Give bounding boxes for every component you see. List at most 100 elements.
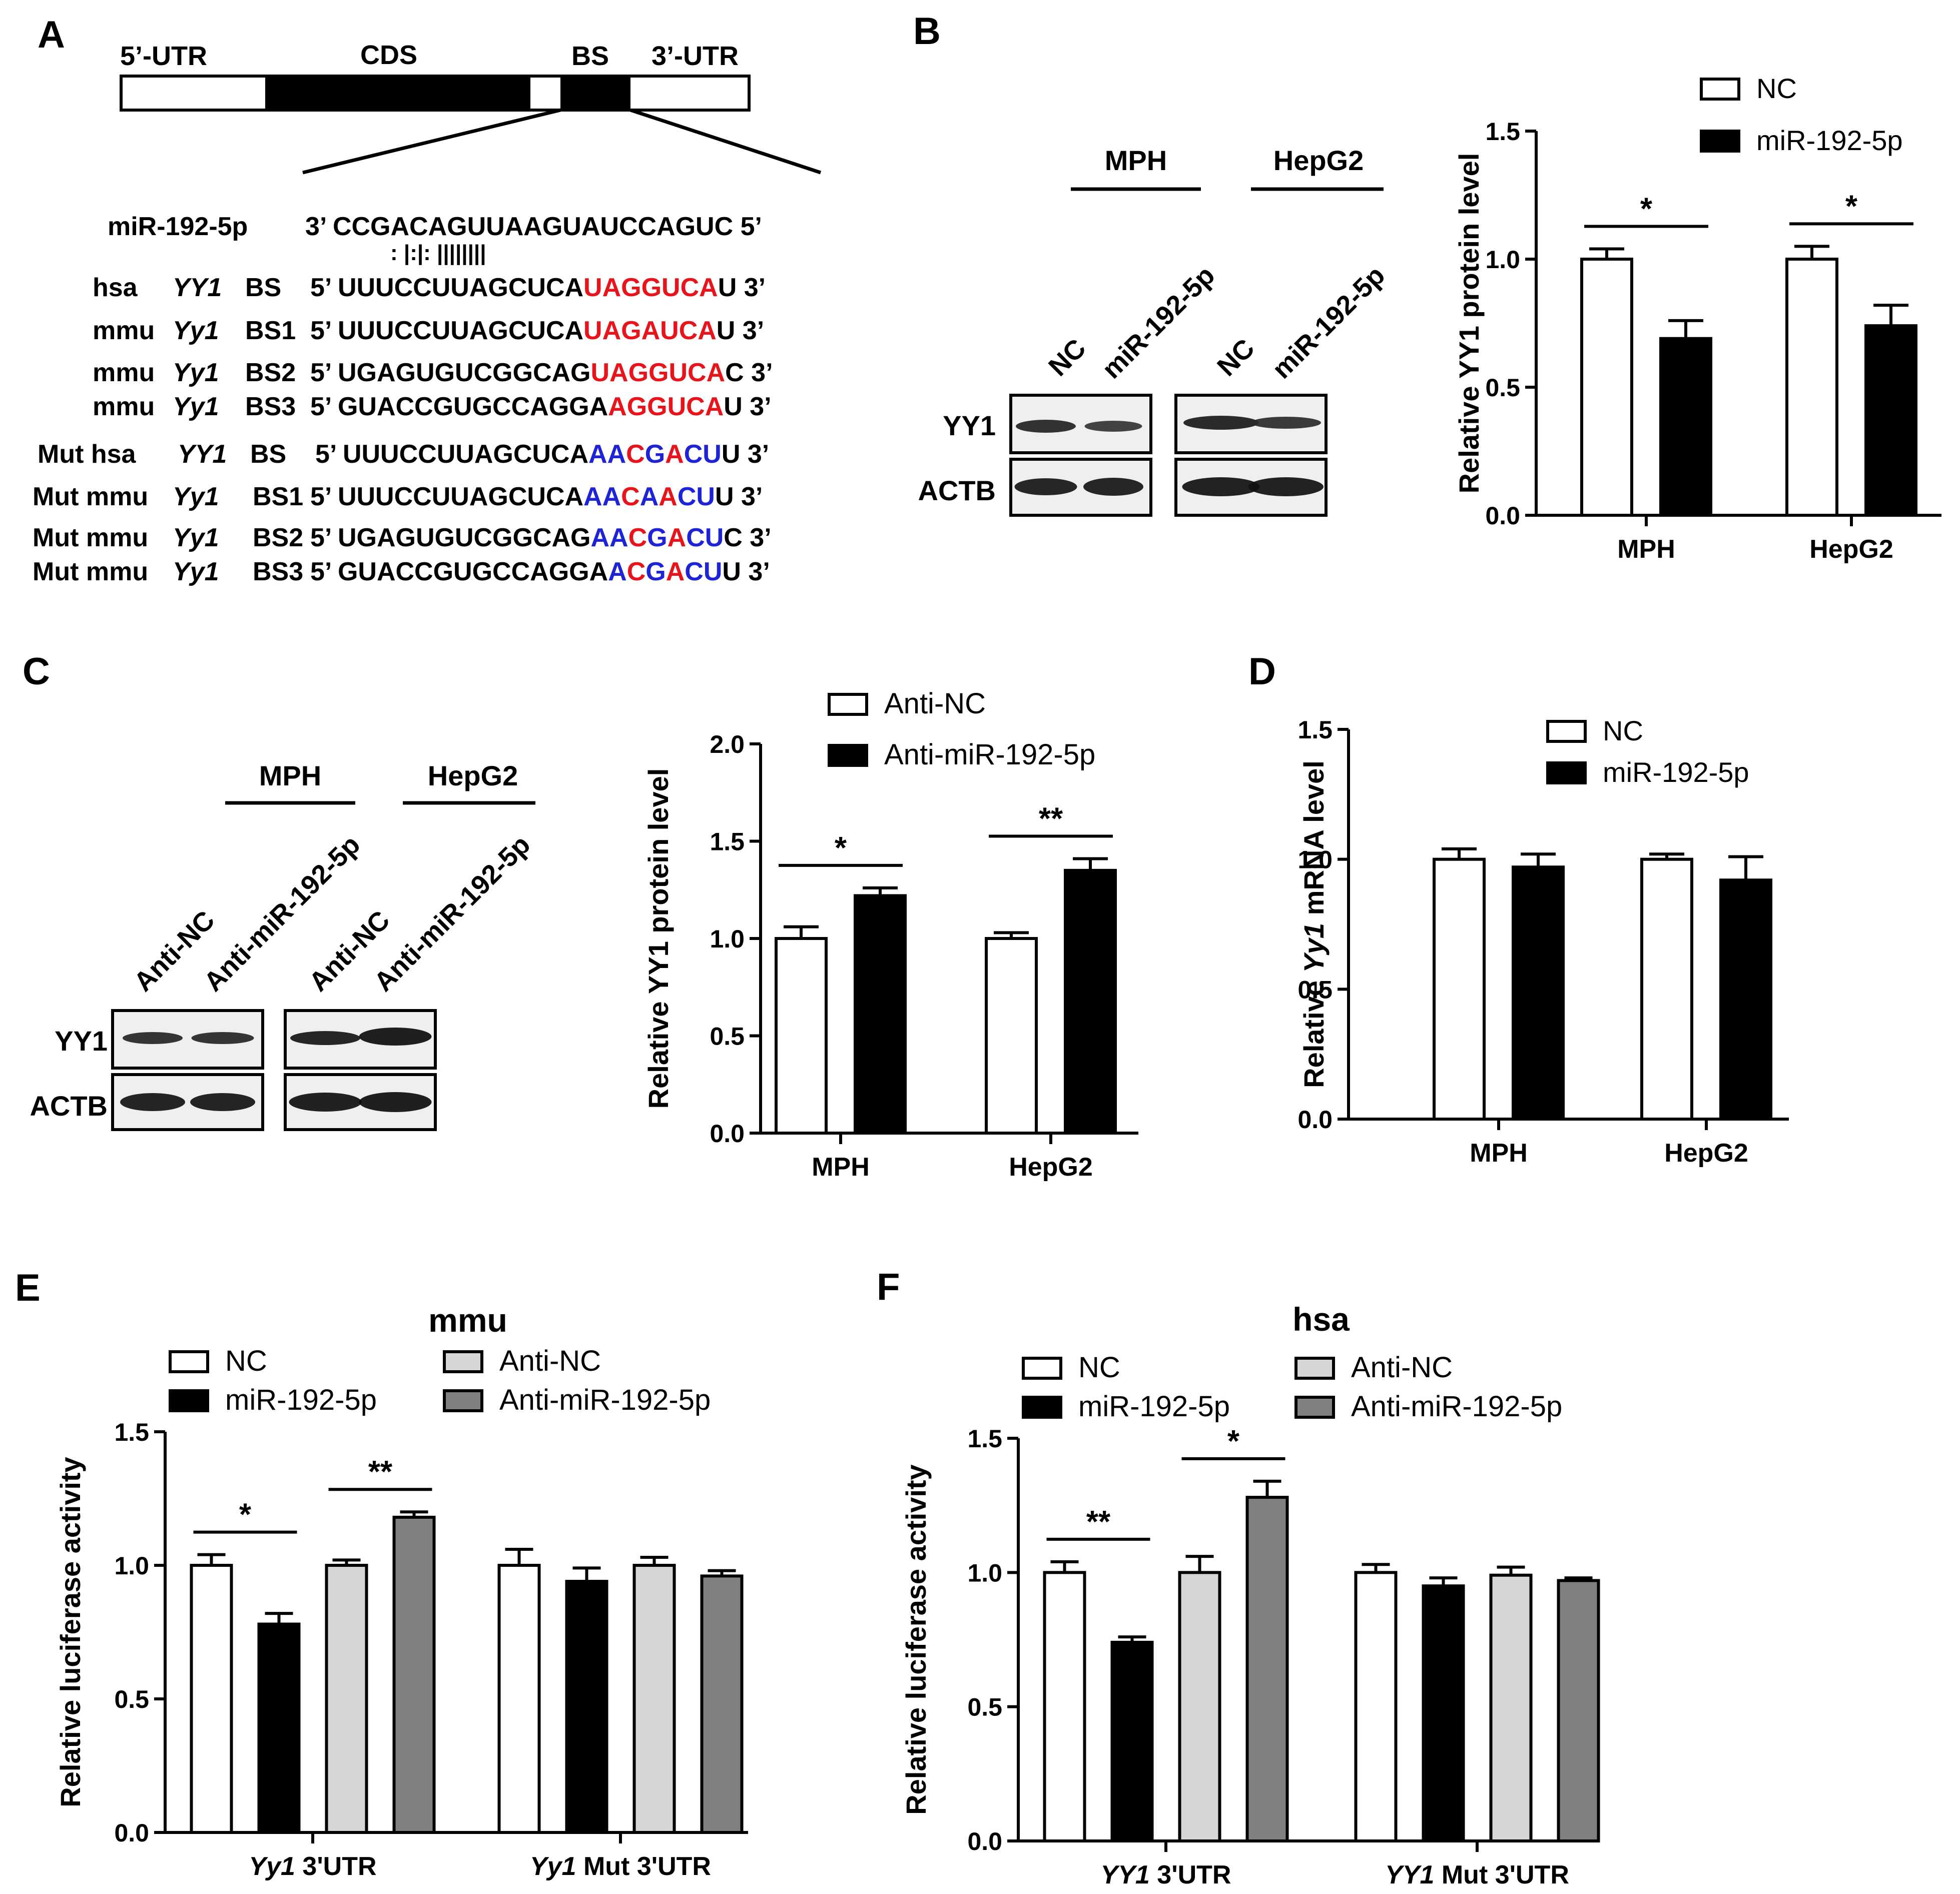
seq-row-sequence: 5’ UUUCCUUAGCUCAUAGGUCAU 3’ — [310, 273, 766, 302]
bar — [1245, 1496, 1289, 1842]
panel-label-f: F — [877, 1266, 900, 1308]
seq-highlight: C — [626, 440, 645, 469]
significance-marker: * — [1845, 189, 1858, 224]
seq-highlight: A — [608, 557, 627, 586]
y-tick-label: 1.0 — [1297, 846, 1333, 874]
bar — [854, 894, 907, 1135]
legend-swatch — [1294, 1396, 1335, 1419]
mirna-sequence: 3’ CCGACAGUUAAGUAUCCAGUC 5’ — [305, 212, 762, 241]
blot-band — [120, 1093, 185, 1111]
seq-row-sequence: 5’ UGAGUGUCGGCAGAACGACUC 3’ — [310, 523, 772, 552]
legend-swatch — [1546, 761, 1587, 784]
seq-highlight: AGGUCA — [608, 392, 724, 421]
seq-highlight: C — [621, 482, 640, 511]
y-tick-label: 2.0 — [710, 730, 745, 758]
mirna-pairing: : |:|: |||||||| — [390, 241, 486, 266]
blot-row-label: ACTB — [918, 475, 996, 506]
bar — [190, 1564, 233, 1834]
legend-swatch — [1700, 78, 1740, 101]
seq-row-site: BS2 — [253, 523, 303, 552]
blot-group-label: HepG2 — [428, 760, 518, 791]
seq-row-prefix: Mut mmu — [33, 482, 148, 511]
significance-marker: * — [1640, 192, 1653, 227]
blot-band — [1182, 477, 1260, 496]
bar — [1422, 1584, 1465, 1843]
legend-swatch — [1294, 1357, 1335, 1380]
chart-e: 0.0 0.5 1.0 1.5 Relative luciferase activity… — [55, 1302, 748, 1881]
seq-highlight: G — [645, 440, 665, 469]
blot-lane-label: miR-192-5p — [1096, 260, 1220, 384]
seq-row-prefix: mmu — [93, 392, 155, 421]
y-tick-label: 0.0 — [967, 1827, 1002, 1855]
blot-band — [123, 1032, 183, 1044]
bar — [257, 1622, 301, 1834]
x-tick-label: YY1 Mut 3'UTR — [1385, 1860, 1569, 1889]
seq-row-site: BS2 — [245, 358, 296, 387]
seq-row-site: BS1 — [245, 316, 296, 345]
panel-label-a: A — [38, 14, 65, 56]
x-tick-label: HepG2 — [1809, 535, 1893, 564]
seq-highlight: AA — [583, 482, 621, 511]
seq-highlight: G — [645, 557, 666, 586]
seq-plain: 5’ UUUCCUUAGCUCA — [310, 316, 583, 345]
seq-row-gene: YY1 — [178, 440, 227, 469]
seq-row-prefix: Mut hsa — [38, 440, 137, 469]
seq-row-gene: Yy1 — [173, 316, 219, 345]
chart-f: 0.0 0.5 1.0 1.5 Relative luciferase activity… — [900, 1301, 1600, 1889]
seq-highlight: C — [627, 557, 646, 586]
seq-plain: U 3’ — [715, 482, 763, 511]
seq-highlight: A — [659, 482, 678, 511]
seq-row-prefix: hsa — [93, 273, 138, 302]
seq-highlight: G — [647, 523, 667, 552]
legend-swatch — [443, 1350, 483, 1373]
y-tick-label: 1.5 — [967, 1425, 1002, 1453]
y-tick-label: 0.0 — [114, 1819, 149, 1847]
panel-label-e: E — [15, 1267, 41, 1309]
x-tick-label: MPH — [1617, 535, 1675, 564]
region-label-cds: CDS — [360, 40, 417, 70]
y-axis-label: Relative luciferase activity — [55, 1457, 86, 1807]
y-axis-label: Relative YY1 protein level — [642, 768, 674, 1109]
bar — [392, 1515, 436, 1834]
x-tick-label-part: YY1 — [1385, 1860, 1434, 1889]
bar — [1785, 258, 1838, 517]
region-label-3utr: 3’-UTR — [651, 41, 739, 71]
panel-label-b: B — [913, 10, 941, 53]
y-axis-label: Relative Yy1 mRNA level — [1298, 760, 1330, 1088]
y-tick-label: 0.5 — [710, 1023, 745, 1051]
y-tick-label: 0.5 — [114, 1685, 149, 1713]
x-tick-label: MPH — [812, 1153, 870, 1182]
blot-band — [190, 1093, 255, 1111]
blot-band — [1016, 420, 1076, 433]
blot-band — [1248, 477, 1324, 496]
x-tick-label: MPH — [1470, 1139, 1528, 1168]
blot-lane-label: Anti-miR-192-5p — [368, 829, 536, 997]
y-tick-label: 0.5 — [1297, 976, 1333, 1004]
y-tick-label: 1.5 — [1297, 716, 1333, 744]
bar — [1110, 1640, 1154, 1843]
legend-label: Anti-miR-192-5p — [884, 738, 1095, 771]
legend-label: miR-192-5p — [1756, 125, 1903, 156]
cds-region — [265, 76, 530, 110]
significance-marker: ** — [368, 1455, 393, 1489]
bs-region — [560, 76, 630, 110]
blot-lane-label: NC — [1043, 333, 1092, 382]
seq-plain: U 3’ — [722, 440, 769, 469]
seq-plain: U 3’ — [717, 316, 764, 345]
seq-highlight: AA — [591, 523, 628, 552]
significance-marker: * — [239, 1498, 252, 1532]
western-blot-c: MPH HepG2Anti-NCAnti-miR-192-5pAnti-NCAnt… — [30, 760, 536, 1131]
chart-c: 0.0 0.5 1.0 1.5 2.0 Relative YY1 protein leve… — [642, 687, 1138, 1182]
seq-highlight: A — [668, 523, 687, 552]
bar — [1043, 1571, 1086, 1842]
seq-row-gene: YY1 — [173, 273, 222, 302]
significance-marker: ** — [1039, 802, 1063, 836]
y-axis-label-part: Relative — [1298, 973, 1330, 1088]
legend-swatch — [169, 1350, 209, 1373]
seq-row-site: BS — [245, 273, 281, 302]
seq-plain: 5’ UGAGUGUCGGCAG — [310, 523, 591, 552]
blot-row-label: ACTB — [30, 1090, 108, 1122]
legend-swatch — [1546, 720, 1587, 743]
